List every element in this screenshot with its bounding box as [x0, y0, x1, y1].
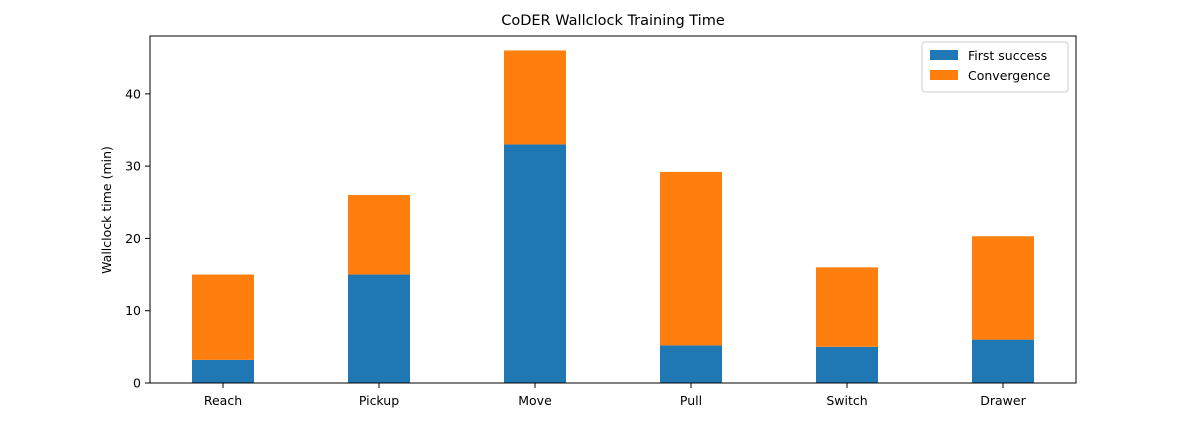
legend-frame [921, 41, 1069, 93]
bar-drawer-first-success [972, 339, 1034, 383]
x-tick-label: Move [518, 393, 552, 408]
y-tick-label: 0 [133, 376, 141, 391]
y-tick-label: 40 [125, 86, 141, 101]
bar-switch-convergence [816, 267, 878, 347]
bars-group [192, 50, 1034, 383]
bar-pull-convergence [660, 171, 722, 346]
bar-move-first-success [504, 144, 566, 383]
x-tick-label: Drawer [980, 393, 1026, 408]
x-tick-label: Pull [680, 393, 702, 408]
bar-pickup-first-success [348, 274, 410, 383]
legend-label-convergence: Convergence [968, 68, 1051, 83]
legend-label-first-success: First success [968, 48, 1047, 63]
legend-swatch-convergence [930, 70, 958, 80]
y-axis: 0 10 20 30 40 [125, 86, 150, 391]
chart-title: CoDER Wallclock Training Time [501, 13, 725, 29]
bar-switch-first-success [816, 346, 878, 383]
legend: First success Convergence [921, 41, 1069, 93]
bar-reach-first-success [192, 359, 254, 383]
bar-drawer-convergence [972, 236, 1034, 340]
bar-reach-convergence [192, 274, 254, 360]
x-tick-label: Reach [204, 393, 242, 408]
legend-swatch-first-success [930, 50, 958, 60]
y-tick-label: 20 [125, 231, 141, 246]
x-tick-label: Switch [826, 393, 867, 408]
x-axis: Reach Pickup Move Pull Switch Drawer [204, 383, 1027, 408]
bar-move-convergence [504, 50, 566, 145]
y-tick-label: 30 [125, 159, 141, 174]
bar-pickup-convergence [348, 195, 410, 275]
y-tick-label: 10 [125, 303, 141, 318]
bar-pull-first-success [660, 345, 722, 383]
plot-frame [149, 35, 1077, 384]
x-tick-label: Pickup [359, 393, 399, 408]
y-axis-label: Wallclock time (min) [99, 146, 114, 274]
